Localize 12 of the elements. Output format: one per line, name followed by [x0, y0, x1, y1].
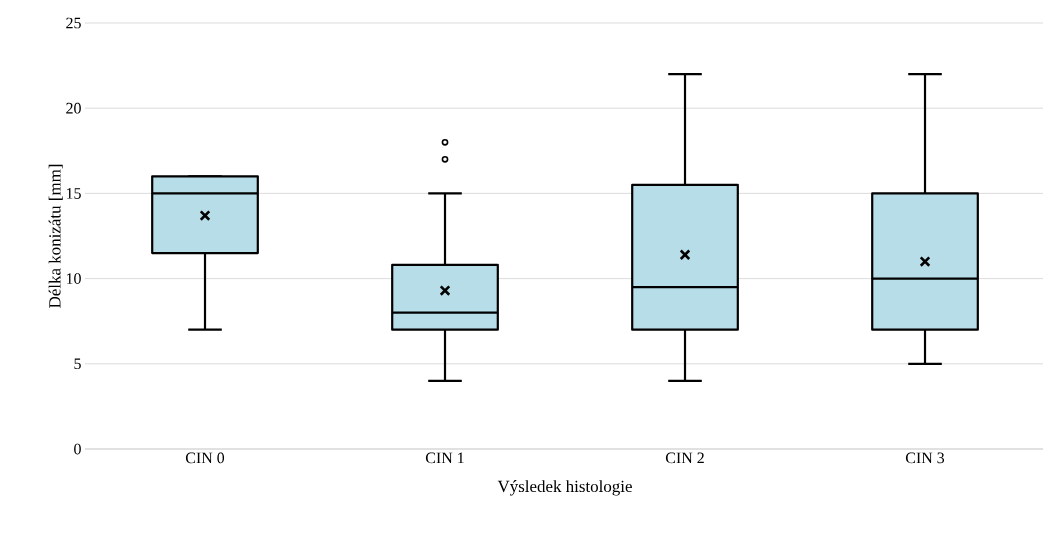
y-tick-label: 15 [66, 188, 81, 199]
y-tick-label: 20 [66, 102, 81, 114]
x-tick-label: CIN 0 [185, 452, 225, 464]
y-tick-label: 0 [74, 443, 81, 455]
y-axis-title: Délka konizátu [mm] [48, 164, 63, 308]
x-tick-label: CIN 2 [665, 452, 704, 464]
x-tick-label: CIN 3 [905, 452, 945, 464]
y-tick-label: 10 [66, 273, 81, 284]
x-tick-label: CIN 1 [425, 452, 464, 464]
x-axis-title: Výsledek histologie [497, 480, 632, 496]
y-tick-label: 25 [66, 17, 81, 29]
y-tick-label: 5 [74, 358, 81, 370]
